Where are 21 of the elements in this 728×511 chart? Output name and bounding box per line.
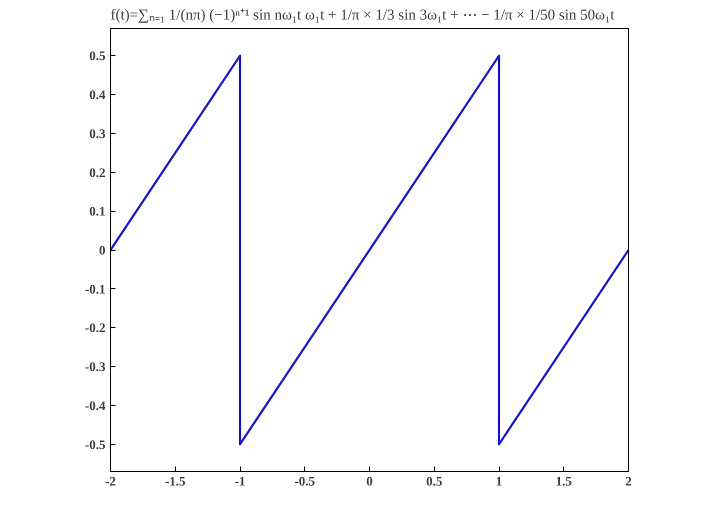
y-tick-label: 0.5 bbox=[89, 48, 106, 64]
y-tick-label: 0.4 bbox=[89, 87, 106, 102]
x-tick-label: -0.5 bbox=[294, 474, 316, 488]
y-tick-label: -0.3 bbox=[84, 359, 106, 374]
x-tick-label: 0.5 bbox=[426, 474, 443, 488]
x-tick-label: -1.5 bbox=[164, 474, 186, 488]
y-tick-label: 0 bbox=[99, 242, 106, 258]
y-tick-label: -0.5 bbox=[84, 436, 106, 452]
chart-title: f(t)=∑ₙ₌₁ 1/(nπ) (−1)ⁿ⁺¹ sin nω₁t ω₁t + 1/π × 1/3 sin 3ω₁t + ⋯ − 1/π × 1/50 sin 50ω₁t bbox=[110, 8, 616, 24]
x-tick-label: 1.5 bbox=[556, 474, 572, 488]
y-tick-label: -0.2 bbox=[84, 320, 106, 336]
x-tick-label: -1 bbox=[234, 474, 246, 488]
y-tick-label: -0.4 bbox=[84, 398, 106, 413]
y-tick-label: 0.1 bbox=[89, 204, 106, 219]
x-tick-label: -2 bbox=[105, 474, 116, 488]
y-tick-label: -0.1 bbox=[84, 281, 106, 296]
x-tick-label: 2 bbox=[625, 474, 632, 488]
x-tick-label: 1 bbox=[496, 474, 502, 488]
y-tick-label: 0.2 bbox=[89, 164, 106, 180]
x-tick-label: 0 bbox=[366, 474, 373, 488]
y-tick-label: 0.3 bbox=[89, 126, 106, 141]
